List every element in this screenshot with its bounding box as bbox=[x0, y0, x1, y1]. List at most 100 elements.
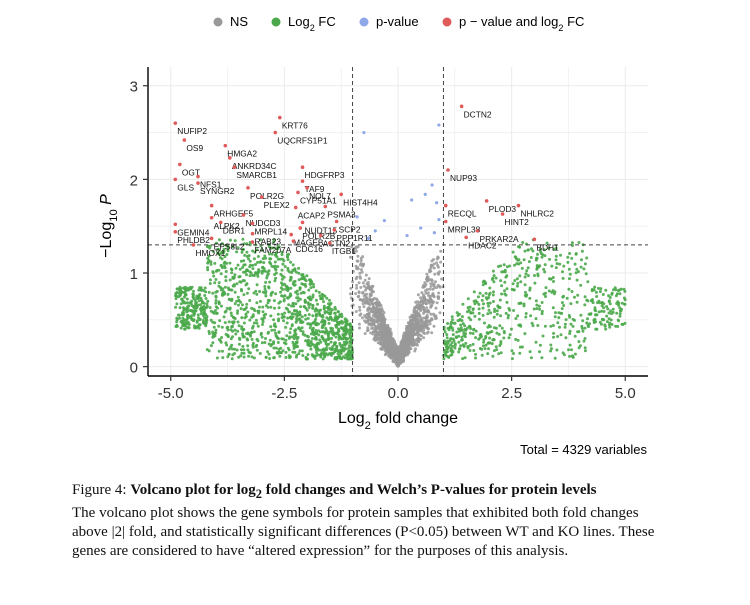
point-fc bbox=[485, 331, 489, 335]
point-significant bbox=[464, 235, 468, 240]
point-fc bbox=[512, 309, 516, 312]
point-fc bbox=[220, 304, 223, 308]
point-fc bbox=[581, 329, 585, 333]
point-fc bbox=[192, 297, 196, 301]
point-ns bbox=[350, 304, 354, 308]
point-fc bbox=[293, 342, 297, 346]
point-ns bbox=[377, 322, 381, 326]
point-fc bbox=[238, 267, 242, 271]
point-fc bbox=[252, 257, 256, 261]
point-fc bbox=[300, 349, 304, 353]
point-ns bbox=[355, 286, 359, 290]
point-fc bbox=[250, 315, 254, 319]
point-fc bbox=[490, 342, 494, 346]
point-fc bbox=[208, 278, 212, 282]
point-fc bbox=[295, 314, 299, 318]
point-pvalue bbox=[430, 183, 434, 187]
point-fc bbox=[322, 307, 326, 311]
point-fc bbox=[273, 306, 276, 310]
point-fc bbox=[223, 264, 227, 268]
point-fc bbox=[274, 254, 278, 257]
point-fc bbox=[277, 306, 281, 310]
point-fc bbox=[268, 260, 272, 264]
point-fc bbox=[586, 323, 590, 327]
point-fc bbox=[600, 309, 604, 313]
point-fc bbox=[521, 241, 525, 244]
point-fc bbox=[585, 256, 589, 260]
point-ns bbox=[361, 281, 365, 285]
point-fc bbox=[247, 354, 251, 358]
point-fc bbox=[251, 343, 255, 347]
point-fc bbox=[274, 292, 278, 296]
point-significant bbox=[500, 212, 505, 216]
point-ns bbox=[354, 264, 358, 268]
point-fc bbox=[325, 343, 329, 347]
point-fc bbox=[343, 356, 347, 360]
point-ns bbox=[374, 333, 378, 337]
point-ns bbox=[383, 348, 387, 352]
gene-label: SYNGR2 bbox=[200, 186, 235, 196]
point-fc bbox=[593, 306, 597, 310]
point-pvalue bbox=[419, 226, 423, 230]
point-fc bbox=[185, 301, 189, 305]
point-fc bbox=[280, 312, 284, 316]
point-fc bbox=[231, 335, 234, 339]
point-ns bbox=[369, 323, 373, 327]
total-variables: Total = 4329 variables bbox=[520, 442, 647, 457]
point-fc bbox=[443, 330, 447, 334]
point-fc bbox=[294, 332, 298, 336]
point-fc bbox=[183, 289, 187, 293]
point-ns bbox=[384, 341, 388, 344]
point-significant bbox=[339, 192, 343, 197]
point-fc bbox=[272, 238, 276, 241]
point-ns bbox=[432, 324, 436, 328]
point-fc bbox=[307, 343, 311, 347]
point-fc bbox=[239, 288, 243, 291]
point-fc bbox=[223, 285, 227, 289]
point-ns bbox=[362, 297, 366, 301]
point-cloud bbox=[174, 123, 627, 368]
point-fc bbox=[195, 320, 199, 324]
point-fc bbox=[281, 294, 285, 298]
point-fc bbox=[509, 327, 513, 331]
point-fc bbox=[603, 323, 607, 327]
point-fc bbox=[499, 264, 503, 268]
point-fc bbox=[555, 262, 559, 266]
point-ns bbox=[436, 296, 440, 300]
point-ns bbox=[366, 326, 370, 330]
point-fc bbox=[593, 285, 597, 289]
point-fc bbox=[484, 291, 488, 295]
legend-key-both bbox=[442, 17, 452, 27]
point-fc bbox=[488, 325, 492, 329]
point-fc bbox=[268, 252, 271, 256]
point-fc bbox=[292, 280, 296, 284]
point-fc bbox=[310, 342, 314, 346]
point-fc bbox=[519, 280, 523, 284]
point-ns bbox=[428, 287, 432, 291]
point-fc bbox=[560, 307, 564, 311]
point-fc bbox=[263, 285, 267, 288]
point-fc bbox=[331, 327, 334, 331]
point-fc bbox=[214, 269, 218, 273]
point-fc bbox=[592, 321, 596, 324]
point-ns bbox=[423, 298, 427, 302]
point-fc bbox=[488, 286, 492, 290]
point-fc bbox=[304, 317, 308, 321]
point-ns bbox=[415, 318, 419, 322]
point-ns bbox=[425, 319, 429, 323]
point-fc bbox=[469, 311, 473, 314]
point-fc bbox=[311, 354, 315, 358]
point-fc bbox=[280, 277, 284, 281]
point-significant bbox=[173, 222, 178, 227]
point-significant bbox=[209, 203, 214, 208]
point-fc bbox=[336, 356, 340, 360]
point-ns bbox=[386, 331, 390, 335]
point-ns bbox=[397, 347, 401, 351]
point-fc bbox=[577, 330, 581, 334]
point-fc bbox=[554, 266, 558, 270]
point-fc bbox=[298, 286, 302, 290]
point-fc bbox=[314, 314, 318, 318]
point-ns bbox=[371, 302, 375, 306]
point-fc bbox=[226, 328, 230, 332]
point-fc bbox=[272, 240, 276, 244]
